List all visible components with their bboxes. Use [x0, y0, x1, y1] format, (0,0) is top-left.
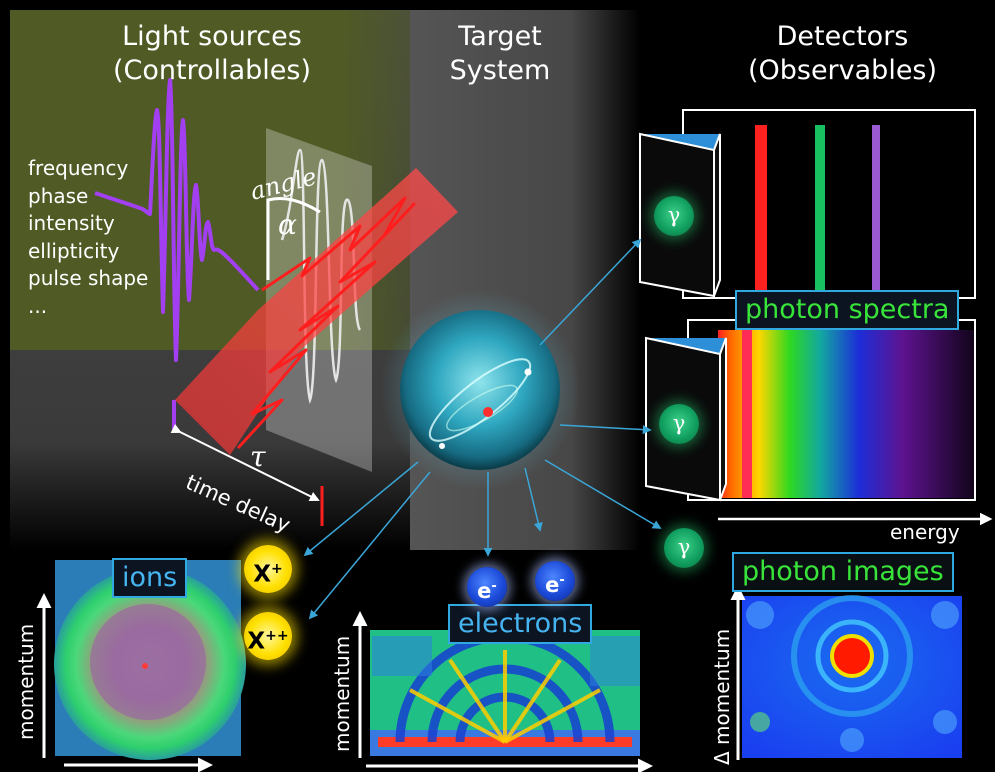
electrons-momentum-label: momentum — [330, 635, 354, 752]
controllable-item: frequency — [28, 156, 129, 180]
atom-sphere-icon — [380, 290, 580, 490]
ion-icon: X++ — [244, 612, 292, 660]
photon-spectra-screens — [682, 109, 976, 501]
controllable-item: intensity — [28, 211, 115, 235]
red-pulse-icon — [175, 168, 458, 455]
ions-momentum-label: momentum — [14, 623, 38, 740]
electron-symbol: e — [545, 573, 560, 597]
time-delay-arrow — [170, 423, 324, 526]
gamma-photon-icon: γ — [664, 528, 704, 568]
detectors-title: Detectors — [776, 21, 909, 52]
ion-icon: X+ — [244, 545, 292, 593]
light-sources-title: Light sources — [122, 21, 302, 52]
photon-images-detector-image — [742, 595, 962, 758]
gamma-symbol: γ — [677, 535, 691, 559]
electron-icon: e- — [467, 567, 507, 607]
light-sources-subtitle: (Controllables) — [112, 55, 312, 86]
target-system-title: Target — [458, 21, 542, 52]
gamma-symbol: γ — [672, 411, 686, 435]
ion-charge: ++ — [265, 628, 289, 644]
light-sources-header: Light sources (Controllables) — [102, 20, 322, 88]
gamma-photon-icon: γ — [654, 196, 694, 236]
photon-spectra-label: photon spectra — [735, 290, 960, 330]
ion-symbol: X — [247, 628, 266, 655]
target-system-header: Target System — [440, 20, 560, 88]
electrons-detector-image — [370, 630, 640, 756]
emission-arrows — [303, 238, 662, 620]
alpha-symbol: α — [278, 208, 297, 241]
electron-charge: - — [559, 573, 565, 588]
electrons-label: electrons — [448, 604, 593, 644]
target-system-subtitle: System — [449, 55, 551, 86]
controllable-item: ellipticity — [28, 238, 120, 263]
electron-charge: - — [491, 579, 497, 594]
electron-symbol: e — [477, 579, 492, 603]
photon-images-momentum-label: Δ momentum — [710, 628, 734, 765]
momentum-axes — [36, 585, 746, 772]
detectors-subtitle: (Observables) — [747, 55, 938, 86]
photon-images-label: photon images — [732, 552, 954, 592]
detectors-header: Detectors (Observables) — [735, 20, 950, 88]
controllable-item: pulse shape — [28, 266, 149, 290]
tau-symbol: τ — [250, 440, 266, 473]
gamma-symbol: γ — [667, 203, 681, 227]
ion-symbol: X — [253, 561, 271, 588]
controllables-list: frequency phase intensity ellipticity pu… — [28, 155, 148, 320]
electron-icon: e- — [535, 561, 575, 601]
energy-axis-label: energy — [890, 520, 960, 544]
gamma-photon-icon: γ — [659, 404, 699, 444]
controllable-item: ... — [28, 293, 48, 318]
ions-label: ions — [112, 558, 188, 598]
ion-charge: + — [271, 561, 283, 577]
controllable-item: phase — [28, 183, 89, 208]
